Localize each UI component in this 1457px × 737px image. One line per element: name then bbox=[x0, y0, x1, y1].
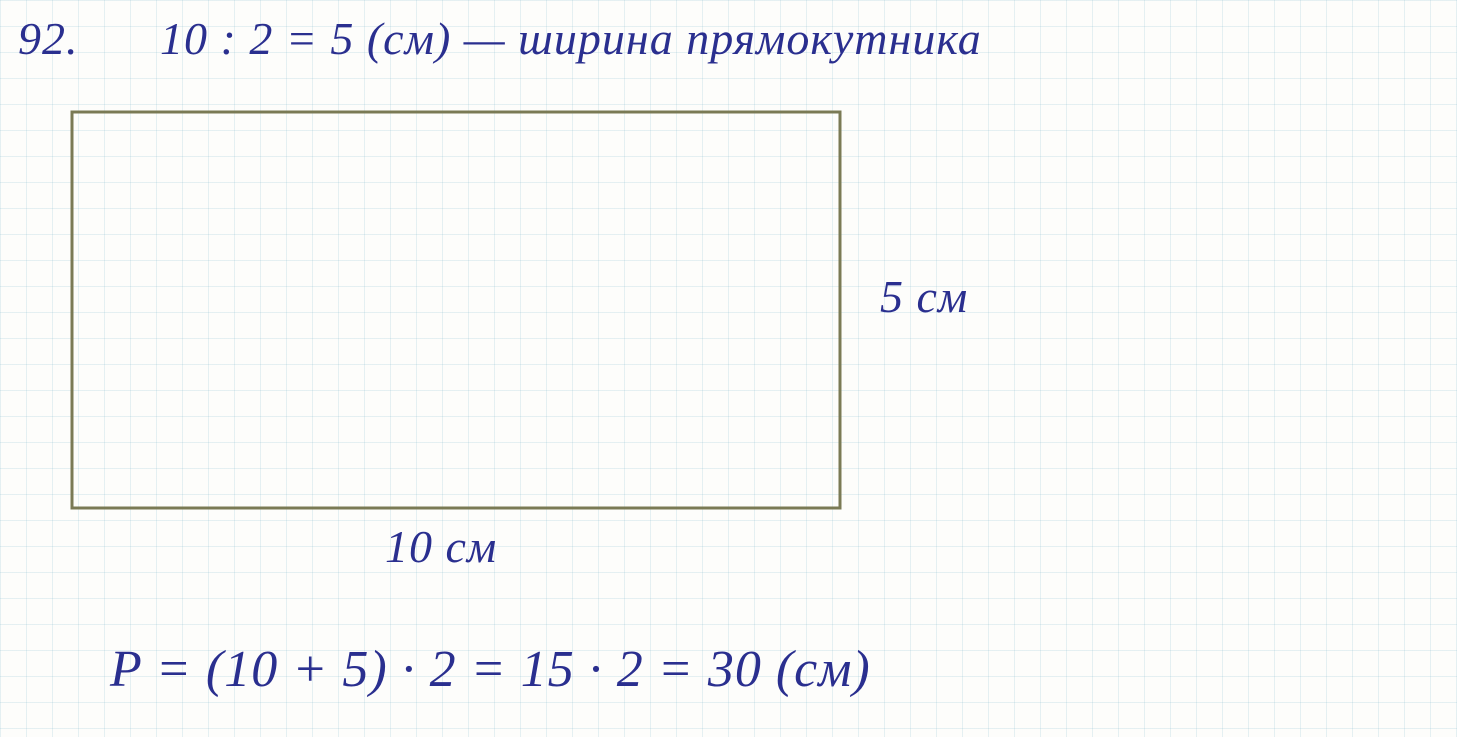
rectangle-svg bbox=[70, 110, 842, 510]
perimeter-calculation: P = (10 + 5) · 2 = 15 · 2 = 30 (см) bbox=[110, 640, 871, 699]
width-label: 10 см bbox=[385, 520, 497, 573]
problem-number: 92. bbox=[18, 12, 79, 65]
rectangle-shape bbox=[72, 112, 840, 508]
height-label: 5 см bbox=[880, 270, 968, 323]
width-calculation-line: 10 : 2 = 5 (см) — ширина прямокутника bbox=[160, 12, 982, 65]
rectangle-figure bbox=[70, 110, 842, 510]
